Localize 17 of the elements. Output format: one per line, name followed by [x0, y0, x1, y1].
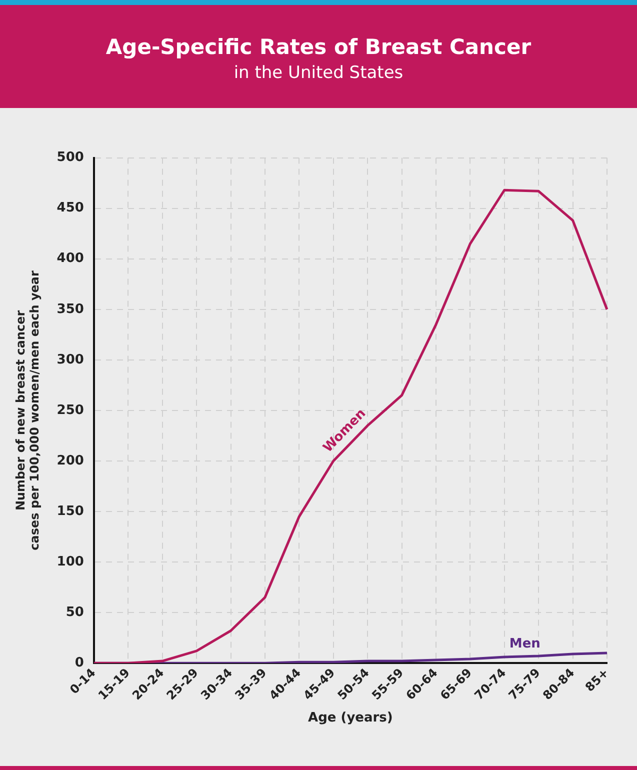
series-label: Men	[509, 636, 540, 652]
y-tick-label: 200	[56, 453, 84, 468]
y-tick-label: 100	[56, 554, 84, 570]
y-tick-label: 300	[56, 352, 84, 368]
chart-subtitle: in the United States	[232, 63, 404, 83]
y-axis-title: Number of new breast cancer cases per 100,000 women/men each year	[13, 270, 42, 550]
chart-title: Age-Specific Rates of Breast Cancer	[104, 35, 532, 59]
y-tick-label: 150	[56, 504, 84, 519]
y-tick-label: 250	[56, 402, 84, 418]
y-tick-label: 400	[56, 251, 84, 266]
x-axis-title: Age (years)	[308, 710, 393, 726]
y-tick-label: 350	[56, 302, 84, 317]
y-tick-label: 500	[56, 150, 84, 166]
x-tick-label: 85+	[582, 666, 612, 694]
y-tick-label: 50	[66, 604, 84, 620]
y-tick-label: 450	[56, 200, 84, 216]
y-tick-label: 0	[74, 655, 84, 670]
